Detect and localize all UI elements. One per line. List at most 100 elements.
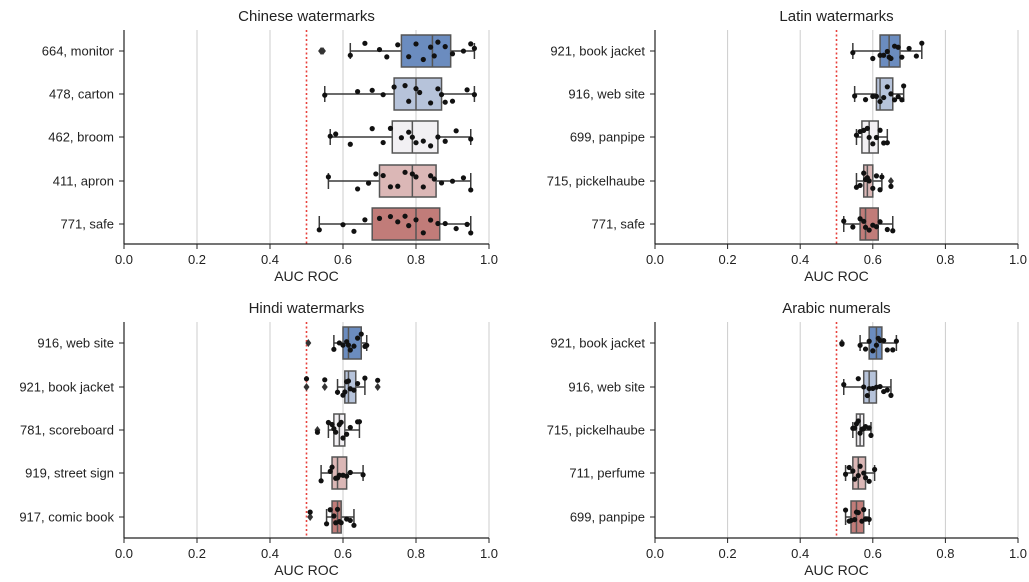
data-point bbox=[351, 387, 357, 393]
y-tick-label: 917, comic book bbox=[19, 510, 114, 525]
box-group bbox=[841, 207, 896, 241]
outlier-marker bbox=[887, 177, 894, 185]
y-tick-label: 916, web site bbox=[37, 336, 114, 351]
data-point bbox=[888, 55, 894, 62]
y-tick-label: 711, perfume bbox=[569, 466, 645, 481]
data-point bbox=[373, 171, 379, 177]
outlier-marker bbox=[305, 339, 312, 347]
data-point bbox=[329, 464, 335, 470]
data-point bbox=[338, 419, 344, 425]
data-point bbox=[453, 225, 459, 232]
y-tick-label: 699, panpipe bbox=[570, 130, 645, 145]
x-tick-label: 0.0 bbox=[646, 546, 664, 561]
data-point bbox=[471, 92, 477, 98]
data-point bbox=[855, 376, 861, 382]
data-point bbox=[322, 92, 328, 98]
data-point bbox=[336, 472, 342, 478]
x-tick-label: 0.4 bbox=[261, 252, 279, 267]
data-point bbox=[866, 338, 872, 344]
data-point bbox=[406, 54, 412, 60]
data-point bbox=[890, 347, 896, 353]
panel-title: Arabic numerals bbox=[782, 300, 890, 317]
data-point bbox=[428, 44, 434, 50]
data-point bbox=[864, 392, 870, 399]
data-point bbox=[870, 185, 876, 191]
data-point bbox=[384, 54, 390, 60]
x-tick-label: 0.6 bbox=[334, 252, 352, 267]
data-point bbox=[468, 136, 474, 142]
data-point bbox=[442, 220, 448, 227]
data-point bbox=[449, 178, 456, 184]
y-tick-label: 411, apron bbox=[53, 174, 114, 189]
data-point bbox=[329, 421, 335, 428]
data-point bbox=[460, 175, 467, 181]
data-point bbox=[877, 52, 883, 58]
data-point bbox=[866, 134, 872, 141]
data-point bbox=[872, 466, 878, 473]
data-point bbox=[420, 184, 426, 190]
data-point bbox=[870, 348, 876, 354]
data-point bbox=[406, 129, 412, 135]
data-point bbox=[413, 217, 419, 223]
data-point bbox=[873, 134, 880, 141]
box-group bbox=[314, 413, 363, 447]
data-point bbox=[857, 216, 863, 222]
data-point bbox=[866, 516, 872, 522]
data-point bbox=[413, 86, 419, 92]
outlier-marker bbox=[319, 47, 326, 55]
x-tick-label: 0.6 bbox=[864, 252, 882, 267]
box bbox=[400, 34, 452, 68]
data-point bbox=[873, 224, 880, 230]
y-tick-label: 715, pickelhaube bbox=[547, 423, 645, 438]
data-point bbox=[435, 220, 441, 227]
box-group bbox=[850, 34, 925, 68]
data-point bbox=[852, 425, 858, 431]
data-point bbox=[850, 468, 856, 474]
data-point bbox=[449, 98, 456, 104]
data-point bbox=[842, 471, 849, 477]
outlier-marker bbox=[307, 513, 314, 521]
data-point bbox=[866, 227, 872, 233]
data-point bbox=[362, 375, 368, 381]
y-tick-label: 916, web site bbox=[568, 87, 645, 102]
data-point bbox=[428, 100, 434, 106]
box-group bbox=[322, 77, 477, 111]
data-point bbox=[347, 424, 353, 431]
x-tick-label: 0.2 bbox=[719, 546, 737, 561]
data-point bbox=[327, 133, 333, 139]
box-group bbox=[853, 120, 890, 154]
data-point bbox=[409, 134, 415, 140]
data-point bbox=[395, 219, 401, 225]
data-point bbox=[402, 213, 408, 219]
data-point bbox=[857, 182, 863, 189]
data-point bbox=[899, 97, 905, 103]
y-tick-label: 664, monitor bbox=[42, 44, 115, 59]
data-point bbox=[316, 227, 322, 233]
x-tick-label: 0.8 bbox=[936, 252, 954, 267]
data-point bbox=[888, 392, 894, 398]
panel-hindi-watermarks: Hindi watermarks 916, web site 921, book j… bbox=[19, 300, 498, 578]
data-point bbox=[438, 180, 445, 186]
x-tick-label: 0.0 bbox=[115, 252, 133, 267]
x-tick-label: 0.4 bbox=[261, 546, 279, 561]
data-point bbox=[413, 174, 419, 180]
data-point bbox=[870, 93, 876, 99]
data-point bbox=[888, 91, 894, 97]
data-point bbox=[853, 132, 860, 138]
data-point bbox=[861, 507, 867, 513]
data-point bbox=[364, 342, 370, 348]
y-tick-label: 921, book jacket bbox=[550, 44, 645, 59]
data-point bbox=[345, 342, 352, 348]
data-point bbox=[391, 84, 397, 90]
panel-title: Latin watermarks bbox=[779, 8, 893, 25]
x-tick-label: 0.0 bbox=[646, 252, 664, 267]
data-point bbox=[376, 46, 383, 53]
x-axis-label: AUC ROC bbox=[274, 268, 339, 284]
box-group bbox=[850, 413, 874, 447]
data-point bbox=[338, 520, 344, 526]
data-point bbox=[420, 138, 426, 144]
data-point bbox=[333, 131, 339, 137]
data-point bbox=[347, 141, 353, 147]
x-tick-label: 0.0 bbox=[115, 546, 133, 561]
